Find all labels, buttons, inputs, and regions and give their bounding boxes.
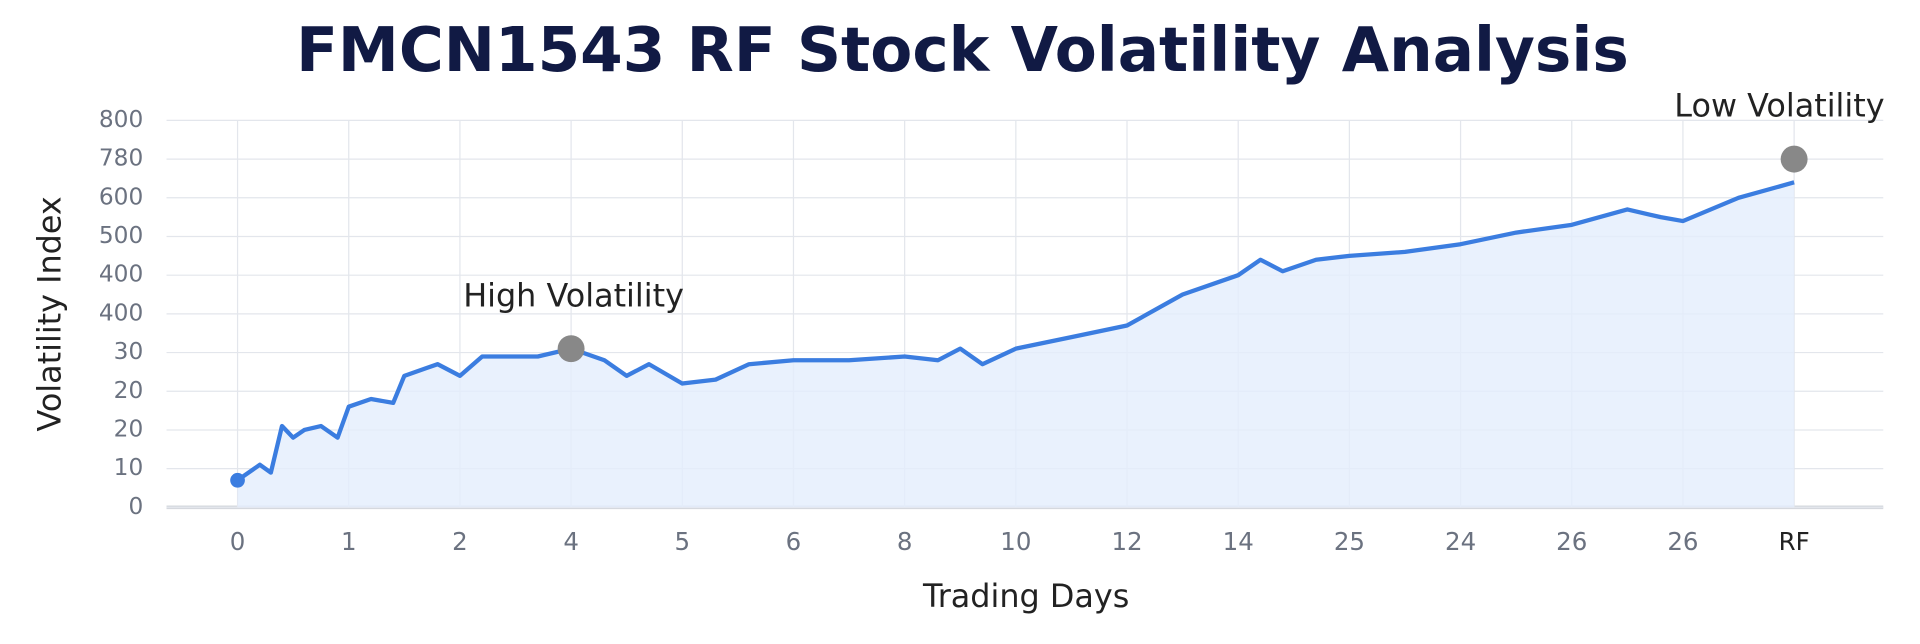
x-tick-label: 26 [1667,527,1698,556]
x-tick-label: 24 [1445,527,1476,556]
x-tick-label: 2 [452,527,468,556]
y-tick-label: 0 [128,493,143,520]
annotation-marker [557,335,585,363]
annotation-marker [1780,145,1808,173]
y-tick-label: 400 [99,299,143,326]
x-tick-label: 10 [1000,527,1031,556]
y-tick-label: 400 [99,261,143,288]
y-tick-label: 800 [99,106,143,133]
x-tick-label: RF [1779,527,1810,556]
x-tick-label: 6 [786,527,802,556]
annotation-text: Low Volatility [1674,87,1884,125]
y-tick-label: 20 [114,415,144,442]
x-tick-label: 8 [897,527,913,556]
x-tick-label: 12 [1111,527,1142,556]
y-axis-title: Volatility Index [30,196,68,431]
x-tick-label: 4 [563,527,579,556]
y-tick-label: 600 [99,183,143,210]
y-tick-label: 10 [114,454,144,481]
start-point [230,472,245,488]
y-tick-label: 780 [99,145,143,172]
line [236,180,1795,483]
y-tick-label: 20 [114,377,144,404]
x-tick-label: 14 [1223,527,1254,556]
annotation-text: High Volatility [463,276,684,314]
y-tick-label: 30 [114,338,144,365]
x-tick-label: 25 [1334,527,1365,556]
chart-title: FMCN1543 RF Stock Volatility Analysis [296,15,1629,86]
x-tick-label: 5 [674,527,690,556]
x-tick-label: 1 [341,527,357,556]
area [237,182,1795,508]
x-tick-label: 0 [230,527,246,556]
x-tick-label: 26 [1556,527,1587,556]
x-axis-title: Trading Days [922,577,1129,615]
y-tick-label: 500 [99,222,143,249]
